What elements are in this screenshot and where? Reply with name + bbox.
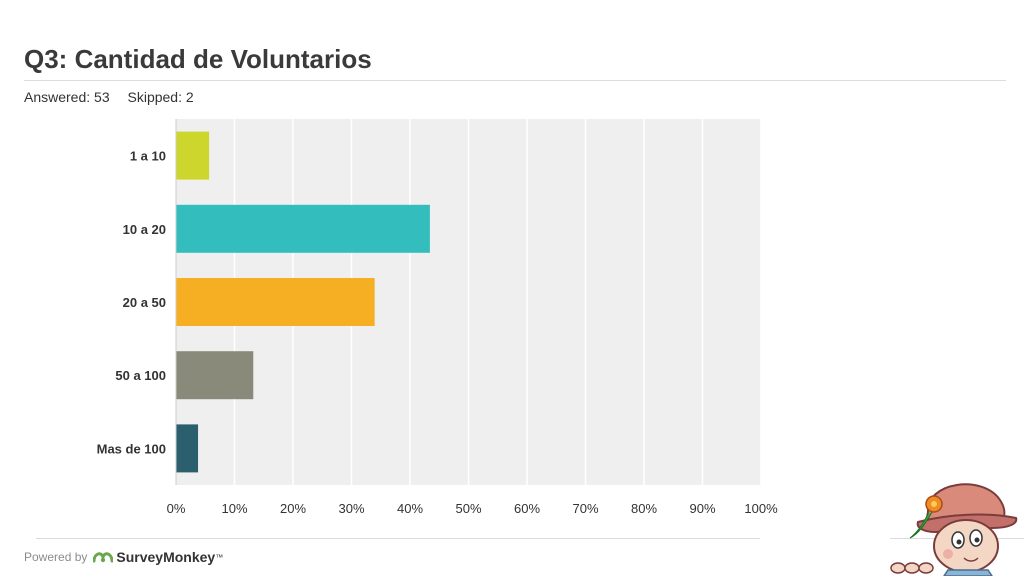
skipped-count: Skipped: 2	[127, 89, 194, 105]
x-tick-label: 100%	[744, 501, 778, 516]
category-label: 10 a 20	[123, 222, 166, 237]
mascot-illustration	[890, 483, 1018, 576]
x-tick-label: 20%	[280, 501, 306, 516]
x-tick-label: 90%	[689, 501, 715, 516]
answered-count: Answered: 53	[24, 89, 110, 105]
category-label: 50 a 100	[115, 368, 166, 383]
x-tick-label: 0%	[167, 501, 186, 516]
x-tick-label: 30%	[338, 501, 364, 516]
title-divider	[24, 80, 1006, 81]
x-tick-label: 10%	[221, 501, 247, 516]
category-label: Mas de 100	[97, 441, 166, 456]
bar	[176, 278, 375, 326]
powered-by-label: Powered by	[24, 550, 88, 564]
x-tick-label: 50%	[455, 501, 481, 516]
x-tick-label: 70%	[572, 501, 598, 516]
response-stats: Answered: 53 Skipped: 2	[24, 89, 194, 105]
page-title: Q3: Cantidad de Voluntarios	[24, 44, 372, 74]
surveymonkey-brand: SurveyMonkey	[116, 549, 216, 565]
trademark-mark: ™	[215, 552, 224, 562]
footer-branding[interactable]: Powered by SurveyMonkey ™	[24, 547, 223, 567]
bar	[176, 131, 210, 180]
x-tick-label: 40%	[397, 501, 423, 516]
x-tick-label: 60%	[514, 501, 540, 516]
footer-divider-left	[36, 538, 760, 539]
x-tick-label: 80%	[631, 501, 657, 516]
category-label: 20 a 50	[123, 295, 166, 310]
category-label: 1 a 10	[130, 149, 166, 164]
bar	[176, 204, 430, 253]
bar	[176, 351, 254, 400]
bar	[176, 424, 199, 473]
surveymonkey-logo-icon	[93, 552, 114, 563]
